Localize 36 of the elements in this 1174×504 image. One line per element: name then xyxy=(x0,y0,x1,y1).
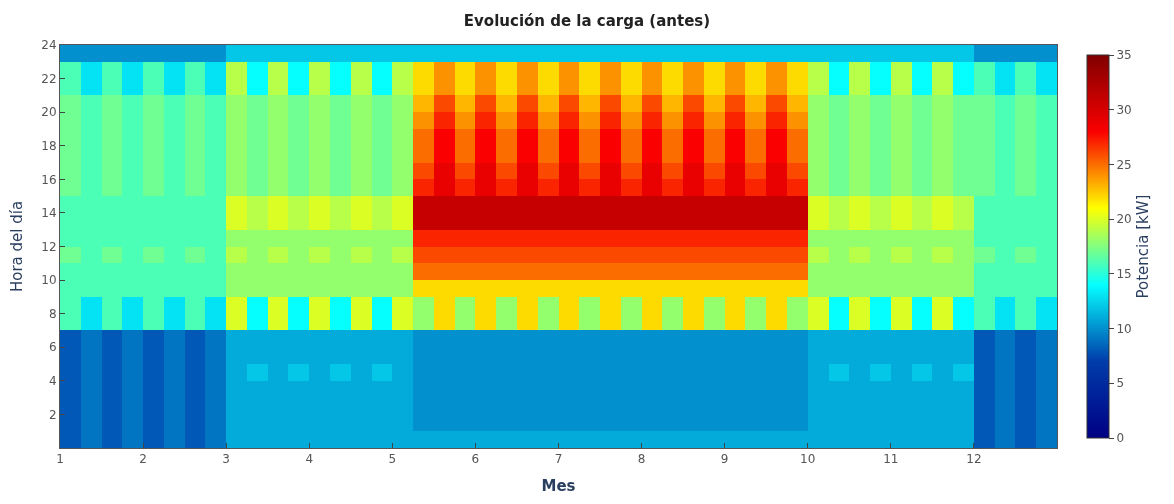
y-tick-label: 16 xyxy=(41,172,57,187)
y-tick-label: 4 xyxy=(48,374,57,389)
y-tick-label: 12 xyxy=(41,239,57,254)
y-tick-label: 24 xyxy=(41,38,57,53)
x-tick-label: 7 xyxy=(554,452,563,467)
y-tick-label: 14 xyxy=(41,206,57,221)
color-bar-label: 5 xyxy=(1116,376,1125,391)
color-bar-label: 30 xyxy=(1116,102,1132,117)
y-tick-label: 10 xyxy=(41,273,57,288)
x-tick-label: 6 xyxy=(471,452,480,467)
y-tick-label: 20 xyxy=(41,105,57,120)
y-tick-label: 18 xyxy=(41,138,57,153)
y-axis-title: Hora del día xyxy=(7,200,26,293)
color-bar-label: 20 xyxy=(1116,212,1132,227)
x-tick-label: 8 xyxy=(637,452,646,467)
x-tick-label: 10 xyxy=(800,452,816,467)
color-bar-label: 0 xyxy=(1116,431,1125,446)
x-axis-title: Mes xyxy=(541,477,576,496)
color-bar-label: 15 xyxy=(1116,267,1132,282)
y-tick-label: 6 xyxy=(48,340,57,355)
y-tick-label: 8 xyxy=(48,306,57,321)
x-tick-label: 1 xyxy=(56,452,64,467)
x-tick-label: 3 xyxy=(222,452,230,467)
color-bar-label: 35 xyxy=(1116,48,1132,63)
y-tick-label: 2 xyxy=(48,407,57,422)
x-tick-label: 2 xyxy=(139,452,147,467)
color-bar-label: 10 xyxy=(1116,321,1132,336)
y-tick-label: 22 xyxy=(41,71,57,86)
x-tick-label: 5 xyxy=(388,452,397,467)
color-bar-title: Potencia [kW] xyxy=(1133,194,1152,299)
x-tick-label: 9 xyxy=(720,452,729,467)
x-tick-label: 11 xyxy=(883,452,899,467)
x-tick-label: 4 xyxy=(305,452,314,467)
color-bar-label: 25 xyxy=(1116,157,1132,172)
x-tick-label: 12 xyxy=(966,452,982,467)
chart-title: Evolución de la carga (antes) xyxy=(463,11,711,30)
